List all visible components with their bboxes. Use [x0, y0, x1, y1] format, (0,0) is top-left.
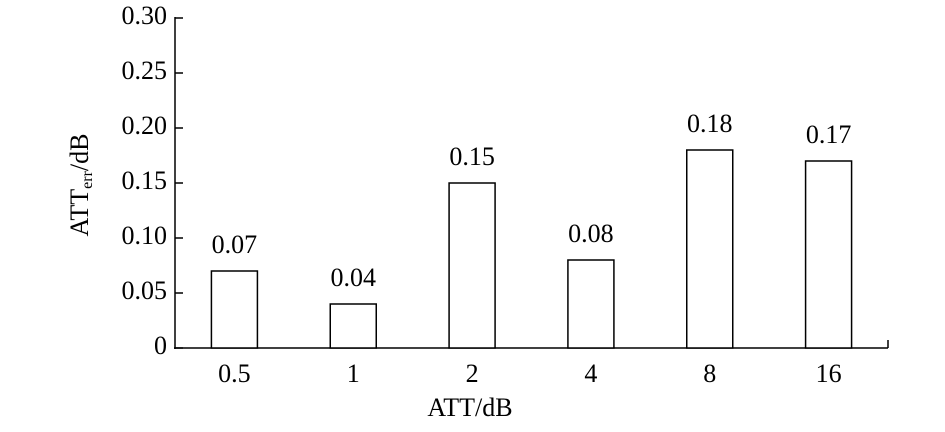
y-label-sub: err [79, 170, 96, 188]
y-axis-label: ATTerr/dB [65, 133, 96, 236]
x-axis-label: ATT/dB [427, 393, 512, 422]
x-tick-label: 0.5 [218, 359, 251, 388]
y-tick-label: 0.05 [122, 276, 168, 305]
x-tick-label: 16 [816, 359, 842, 388]
bar [448, 182, 496, 349]
data-label: 0.04 [331, 263, 377, 292]
y-tick-label: 0 [154, 331, 167, 360]
x-tick-label: 4 [584, 359, 597, 388]
bar [686, 149, 734, 349]
x-tick-label: 8 [703, 359, 716, 388]
data-label: 0.18 [687, 109, 733, 138]
bar [567, 259, 615, 349]
bar [210, 270, 259, 349]
data-label: 0.15 [449, 142, 495, 171]
y-label-main: ATT [65, 189, 94, 237]
data-label: 0.17 [806, 120, 852, 149]
y-tick-label: 0.10 [122, 221, 168, 250]
data-label: 0.08 [568, 219, 614, 248]
bar [329, 303, 377, 349]
y-tick-label: 0.15 [122, 166, 168, 195]
y-label-suffix: /dB [65, 133, 94, 171]
y-tick-label: 0.25 [122, 56, 168, 85]
bar [804, 160, 853, 349]
data-label: 0.07 [212, 230, 258, 259]
y-tick-label: 0.20 [122, 111, 168, 140]
y-tick-label: 0.30 [122, 1, 168, 30]
x-tick-label: 2 [466, 359, 479, 388]
x-tick-label: 1 [347, 359, 360, 388]
